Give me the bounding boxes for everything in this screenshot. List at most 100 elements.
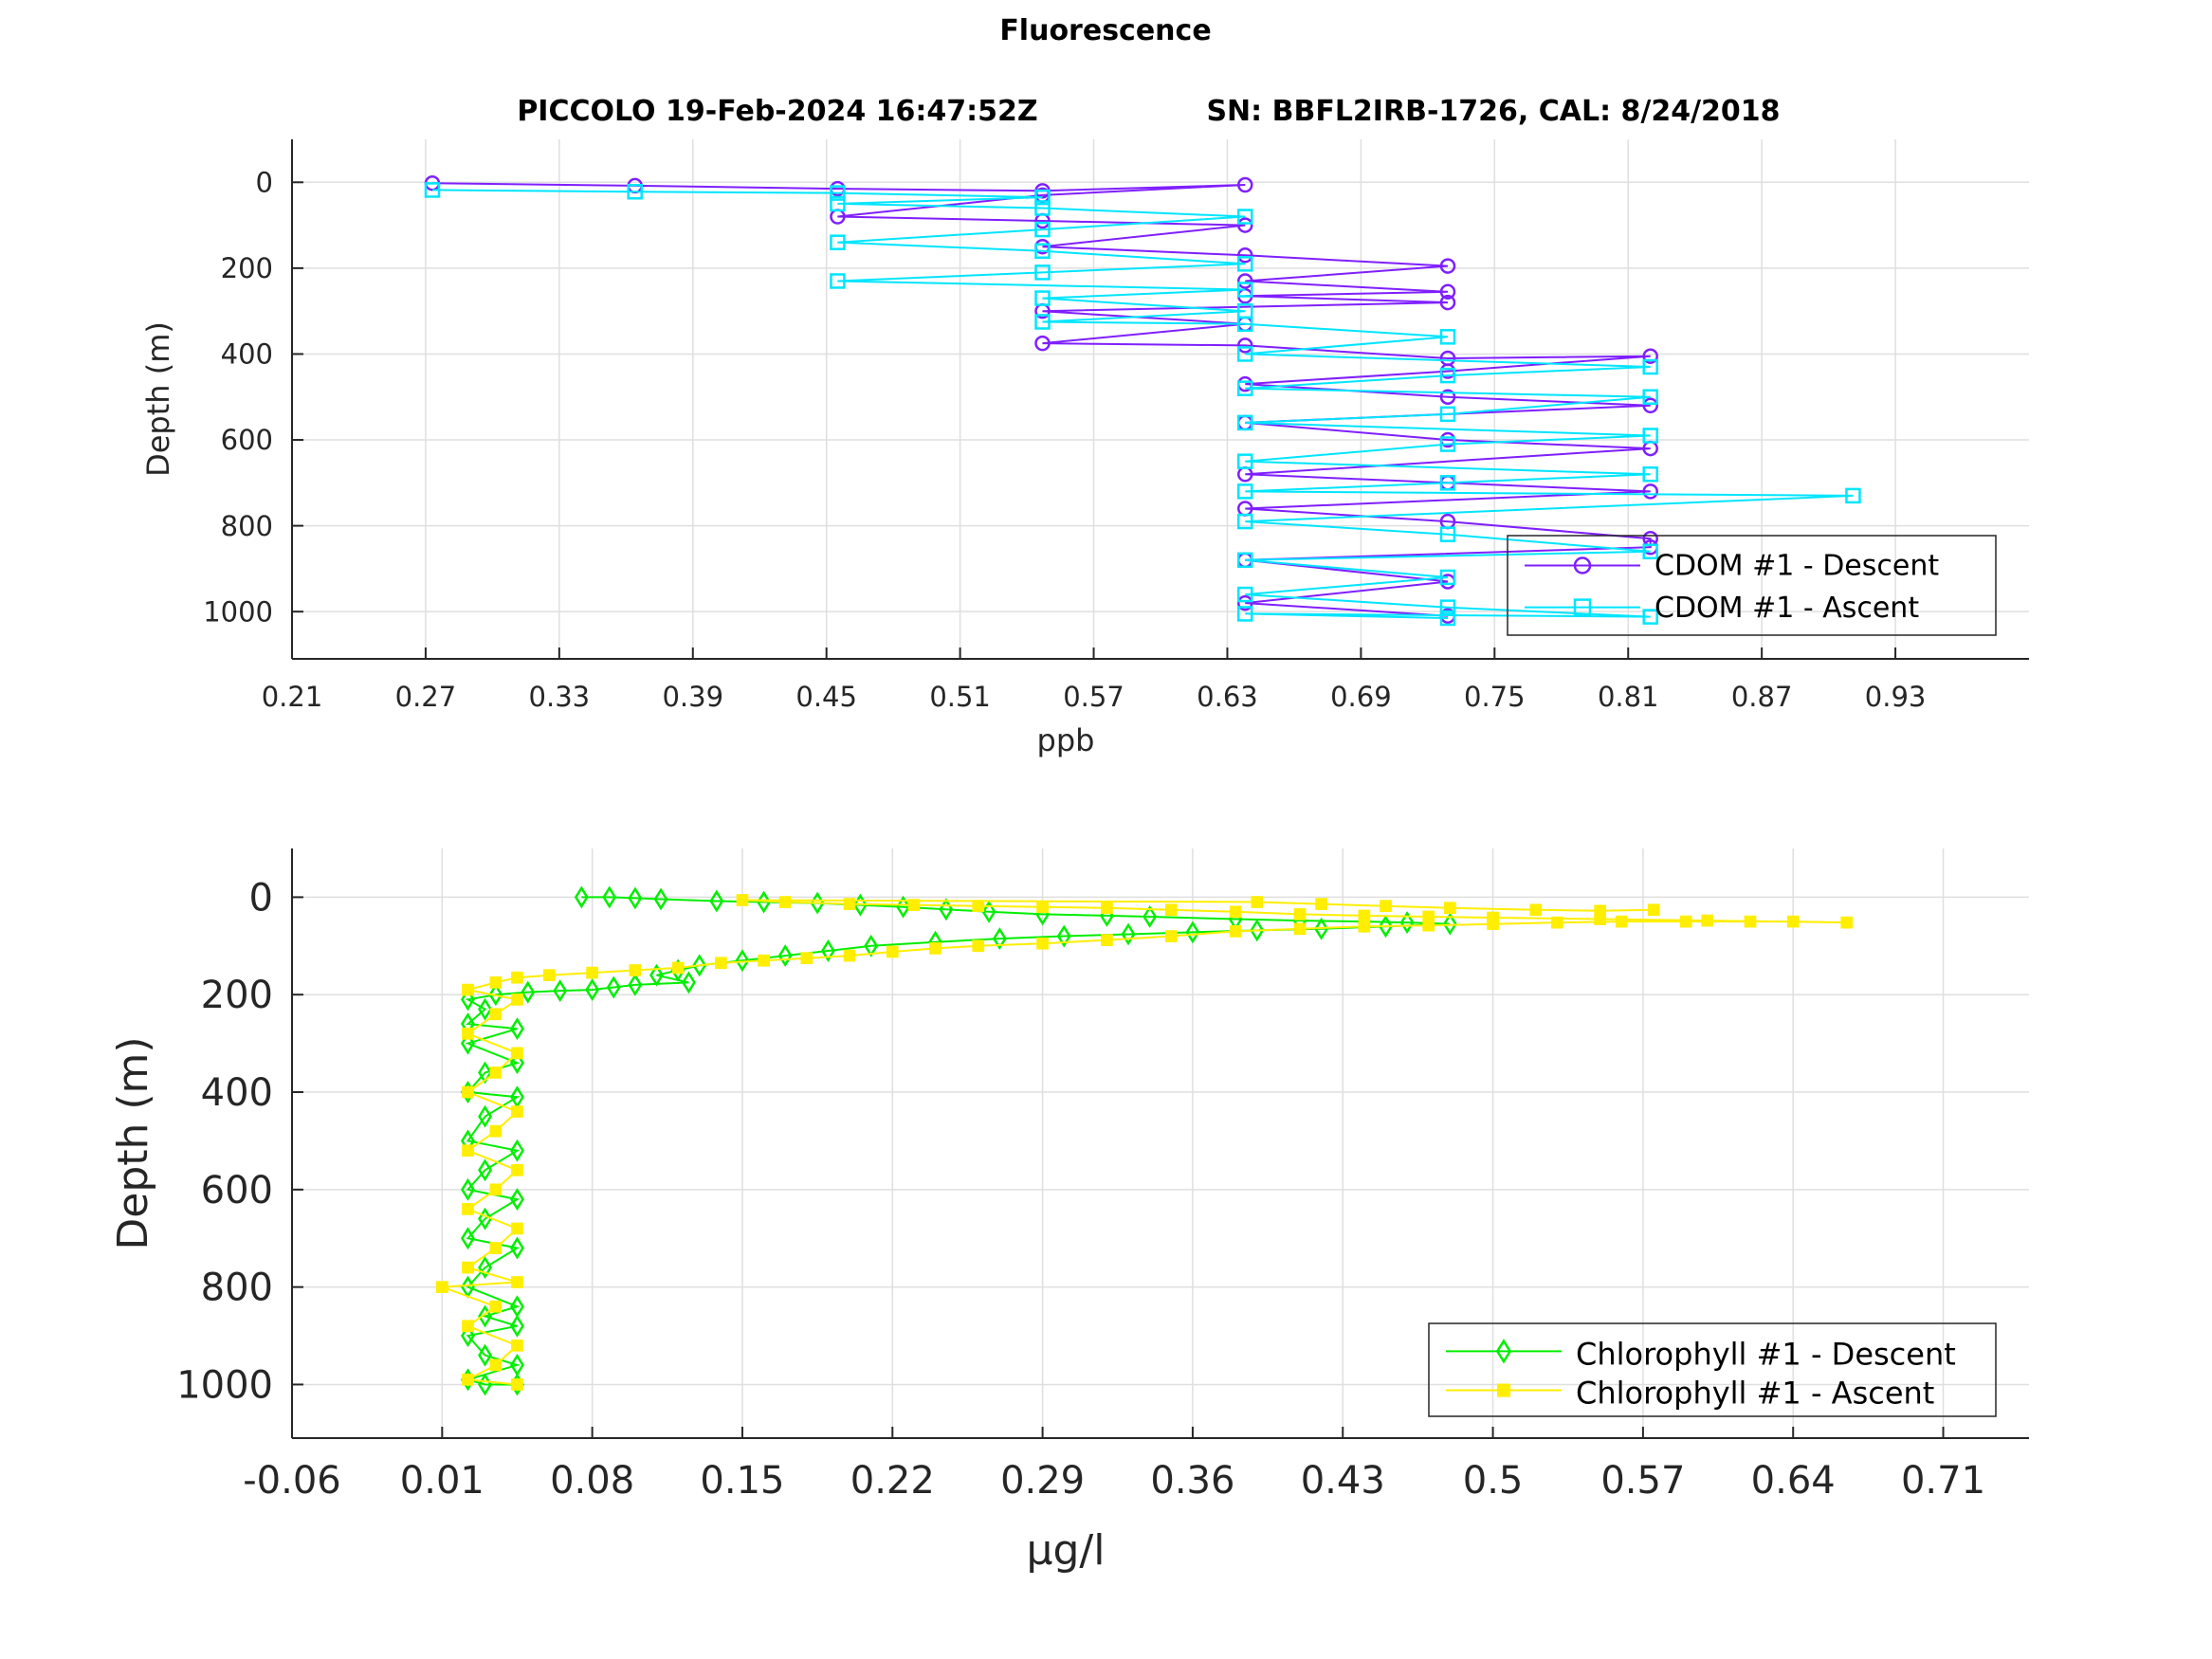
y-tick-label: 1000 [203,595,273,628]
data-point [1250,919,1265,942]
data-point [800,952,814,965]
data-point [1237,273,1253,289]
data-point [1185,921,1200,944]
data-point [1529,903,1543,917]
data-point [1293,922,1307,936]
data-point [602,885,617,909]
data-point [1594,904,1607,918]
data-area [435,885,1854,1396]
data-point [510,1139,524,1162]
data-point [843,949,856,962]
data-point [1642,483,1658,500]
data-point [1439,599,1456,615]
data-point [1642,358,1658,375]
data-point [1439,475,1456,491]
data-point [478,1158,493,1182]
data-point [585,978,600,1002]
data-point [489,1066,503,1079]
data-point [489,1124,503,1138]
data-point [1034,200,1051,216]
x-tick-label: 0.51 [929,681,991,713]
data-point [1237,176,1253,193]
data-point [1121,922,1136,946]
data-point [1380,900,1392,913]
x-tick-label: 0.33 [529,681,591,713]
y-tick-label: 200 [201,974,273,1017]
data-point [489,1183,503,1196]
data-point [1439,526,1456,542]
data-point [460,1177,475,1201]
data-point [462,1373,474,1386]
data-point [460,988,475,1012]
data-point [1229,925,1242,938]
data-point [671,961,685,975]
data-point [478,1207,493,1231]
legend-label: Chlorophyll #1 - Descent [1576,1336,1956,1372]
x-tick-label: 0.93 [1865,681,1927,713]
data-point [929,942,941,955]
cdom-plot: 0.21 0.27 0.33 0.39 0.45 0.51 0.57 0.63 0.69 0.75… [140,139,2029,758]
data-point [981,900,996,923]
x-tick-label: 0.45 [795,681,857,713]
data-point [586,966,598,979]
data-point [627,184,643,200]
data-point [1358,909,1371,922]
data-point [1642,348,1658,364]
data-point [543,969,556,982]
data-point [1237,346,1253,362]
series-line-0 [464,896,1451,1386]
data-point [1642,466,1658,483]
data-point [1143,905,1158,928]
data-point [478,1343,493,1367]
data-point [681,971,696,994]
data-point [489,1242,503,1254]
y-tick-label: 400 [221,338,273,371]
data-point [574,885,589,909]
x-tick-label: 0.27 [395,681,457,713]
x-tick-label: 0.36 [1150,1459,1234,1503]
legend: Chlorophyll #1 - Descent Chlorophyll #1 -… [1428,1322,1997,1417]
data-point [735,949,750,973]
x-tick-label: 0.57 [1063,681,1124,713]
data-point [852,893,868,917]
data-point [489,976,503,989]
legend: CDOM #1 - Descent CDOM #1 - Ascent [1507,535,1997,636]
data-point [462,1261,474,1274]
data-point [462,1144,474,1158]
data-point [1237,414,1253,431]
legend-label: CDOM #1 - Descent [1654,550,1939,583]
data-point [972,939,985,953]
data-point [972,900,985,913]
data-point [1615,915,1628,928]
x-tick-label: 0.39 [662,681,723,713]
data-point [757,890,772,914]
data-point [628,973,643,996]
data-point [1845,487,1861,504]
data-point [1642,609,1658,625]
data-point [1744,915,1757,928]
data-point [478,1061,493,1085]
data-point [511,994,523,1006]
data-point [1034,243,1051,260]
data-point [1679,915,1692,928]
data-point [830,273,846,289]
data-point [1101,934,1113,946]
data-point [1237,586,1253,603]
data-point [1237,513,1253,530]
legend-label: CDOM #1 - Ascent [1654,592,1919,625]
data-point [1237,256,1253,272]
data-point [830,234,846,250]
data-point [553,979,568,1003]
y-tick-label: 800 [201,1267,273,1310]
x-tick-label: 0.63 [1197,681,1258,713]
data-point [1036,937,1049,950]
legend-marker [1496,1383,1511,1397]
data-point [478,1104,493,1128]
data-point [653,887,668,911]
data-point [1439,610,1456,627]
data-point [1237,453,1253,469]
data-point [478,997,493,1021]
x-tick-label: -0.06 [243,1459,341,1503]
x-axis-label: μg/l [1027,1526,1106,1575]
data-point [1237,209,1253,225]
